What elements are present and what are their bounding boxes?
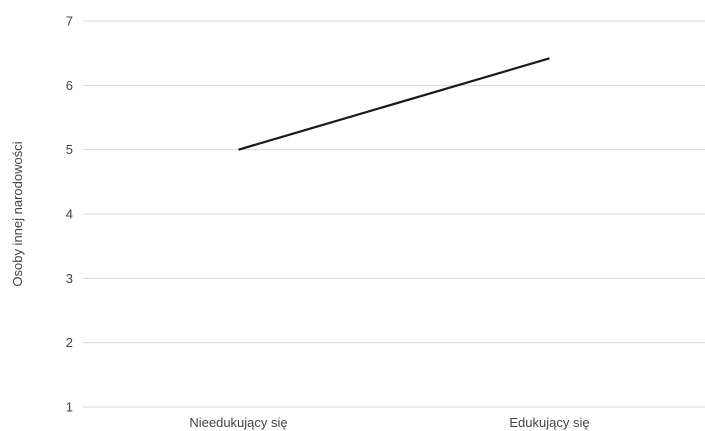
y-axis-title: Osoby innej narodowości (10, 141, 25, 286)
y-tick-label-3: 3 (66, 271, 73, 286)
gridlines (83, 20, 705, 408)
y-axis-ticks: 1 2 3 4 5 6 7 (66, 14, 73, 415)
series-layer (238, 57, 550, 151)
series-line-1 (238, 57, 550, 151)
y-tick-label-2: 2 (66, 335, 73, 350)
y-tick-label-7: 7 (66, 14, 73, 29)
y-tick-label-1: 1 (66, 400, 73, 415)
x-tick-label-1: Nieedukujący się (189, 415, 287, 430)
y-tick-label-5: 5 (66, 142, 73, 157)
y-tick-label-4: 4 (66, 207, 73, 222)
y-tick-label-6: 6 (66, 78, 73, 93)
x-tick-label-2: Edukujący się (509, 415, 589, 430)
x-axis-ticks: Nieedukujący się Edukujący się (189, 415, 589, 430)
